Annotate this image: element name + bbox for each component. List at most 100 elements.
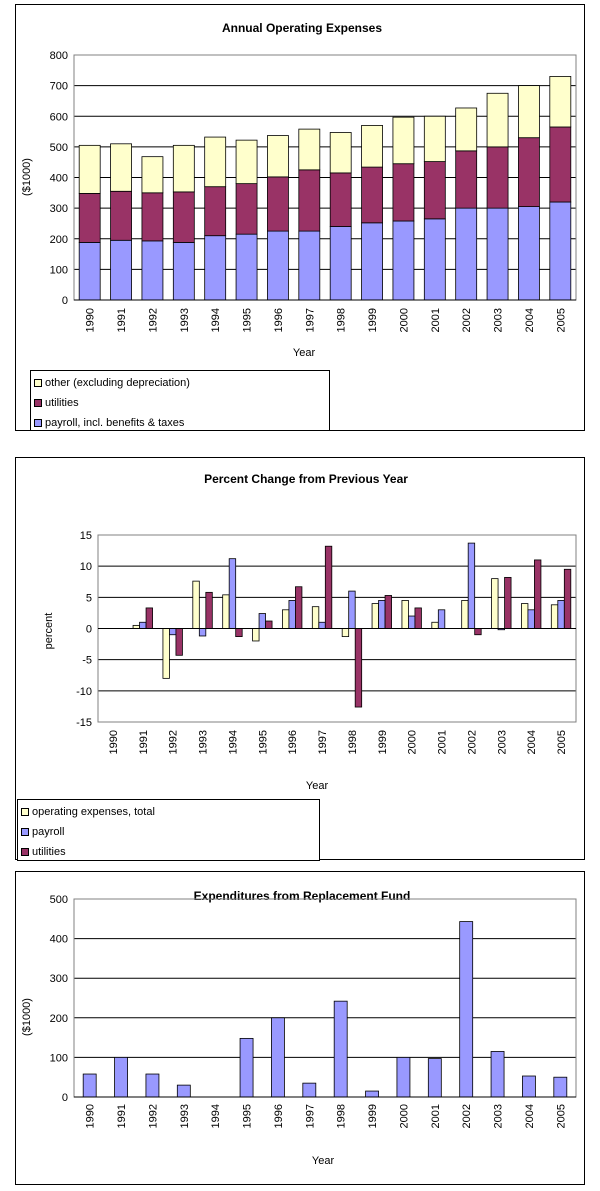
bar-payroll [437, 609, 446, 629]
bar-other [329, 132, 352, 174]
bar-other [141, 156, 164, 194]
x-tick-label: 1991 [138, 730, 150, 754]
replacement-fund-chart: Expenditures from Replacement Fund Year … [21, 889, 577, 1167]
bar-payroll [361, 222, 383, 301]
legend-label: other (excluding depreciation) [45, 377, 190, 389]
bar-payroll [527, 609, 535, 629]
bar-total [461, 600, 469, 629]
x-tick-label: 1999 [367, 1104, 379, 1128]
bar-payroll [318, 621, 326, 629]
y-tick-label: 200 [50, 1013, 68, 1025]
x-axis-label: Year [306, 780, 329, 792]
bar-total [341, 628, 350, 638]
legend: operating expenses, total payroll utilitie… [17, 799, 320, 861]
bar-payroll [169, 628, 177, 636]
x-axis-label: Year [293, 347, 316, 359]
y-tick-label: 100 [50, 1052, 68, 1064]
bar-utilities [204, 186, 227, 237]
bar [490, 1051, 505, 1098]
x-tick-label: 1998 [347, 730, 359, 754]
bar-other [392, 116, 415, 165]
bar-payroll [172, 242, 195, 301]
x-tick-label: 1997 [304, 1104, 316, 1128]
bar-payroll [139, 621, 147, 629]
x-tick-label: 1991 [116, 1104, 128, 1128]
annual-operating-expenses-chart: Annual Operating Expenses Year ($1000) 0… [21, 21, 577, 359]
bar-utilities [534, 559, 542, 629]
chart-title: Expenditures from Replacement Fund [194, 889, 411, 903]
x-tick-label: 1995 [242, 1104, 254, 1128]
bar-other [78, 144, 101, 194]
bar-utilities [265, 620, 273, 629]
y-tick-label: 200 [50, 234, 68, 246]
bar-utilities [414, 607, 422, 629]
bar-total [282, 609, 290, 629]
bar-other [361, 125, 383, 168]
bar-payroll [141, 240, 164, 301]
bar-payroll [235, 233, 258, 301]
y-tick-label: 400 [50, 173, 68, 185]
bar-payroll [78, 242, 101, 301]
legend-item-other: other (excluding depreciation) [34, 374, 190, 392]
bar-utilities [141, 192, 164, 242]
bar-utilities [549, 126, 572, 203]
bar-utilities [518, 137, 540, 207]
legend-swatch [21, 848, 29, 856]
bar [427, 1058, 442, 1098]
bar-other [486, 92, 509, 148]
bar-other [455, 107, 478, 152]
x-tick-label: 1993 [198, 730, 210, 754]
bar-payroll [298, 230, 321, 301]
bar-other [235, 139, 258, 185]
legend-item-utilities: utilities [21, 843, 66, 861]
bar-utilities [175, 628, 183, 656]
x-tick-label: 2002 [466, 730, 478, 754]
bar-payroll [329, 226, 352, 301]
bar-utilities [110, 190, 132, 241]
legend-item-utilities: utilities [34, 394, 79, 412]
bar-other [423, 115, 446, 162]
bar-utilities [145, 607, 153, 629]
legend-swatch [34, 379, 42, 387]
bar-total [192, 580, 200, 629]
bar-utilities [504, 576, 512, 629]
chart-title: Percent Change from Previous Year [204, 472, 408, 486]
percent-change-chart: Percent Change from Previous Year Year p… [43, 472, 577, 792]
x-tick-label: 2004 [524, 1104, 536, 1128]
legend-swatch [34, 399, 42, 407]
legend-item-total: operating expenses, total [21, 803, 155, 821]
x-tick-label: 2005 [556, 730, 568, 754]
bar-payroll [110, 239, 132, 301]
bar [176, 1084, 191, 1098]
x-tick-label: 2001 [437, 730, 449, 754]
x-tick-label: 1995 [242, 308, 254, 332]
bar-utilities [474, 628, 482, 636]
bar-utilities [455, 150, 478, 209]
bar-utilities [423, 161, 446, 220]
x-tick-label: 1994 [210, 1104, 222, 1128]
legend-label: utilities [45, 397, 79, 409]
x-tick-label: 1996 [273, 308, 285, 332]
bar-utilities [295, 586, 303, 629]
bar-payroll [348, 590, 356, 629]
x-tick-label: 1999 [377, 730, 389, 754]
x-tick-label: 2001 [430, 1104, 442, 1128]
bar-payroll [486, 207, 509, 301]
x-tick-label: 1996 [273, 1104, 285, 1128]
bar-payroll [204, 235, 227, 301]
x-tick-label: 2000 [398, 1104, 410, 1128]
bar-total [222, 594, 230, 629]
bar [239, 1037, 254, 1098]
bar-other [518, 85, 540, 139]
bar-other [267, 135, 289, 178]
x-tick-label: 2002 [461, 308, 473, 332]
bar-total [162, 628, 170, 679]
x-tick-label: 1999 [367, 308, 379, 332]
legend-item-payroll: payroll, incl. benefits & taxes [34, 414, 184, 432]
y-tick-label: 800 [50, 50, 68, 62]
y-tick-label: 300 [50, 973, 68, 985]
bar-total [371, 603, 379, 629]
x-tick-label: 1997 [304, 308, 316, 332]
y-tick-label: 100 [50, 264, 68, 276]
y-tick-label: 500 [50, 142, 68, 154]
